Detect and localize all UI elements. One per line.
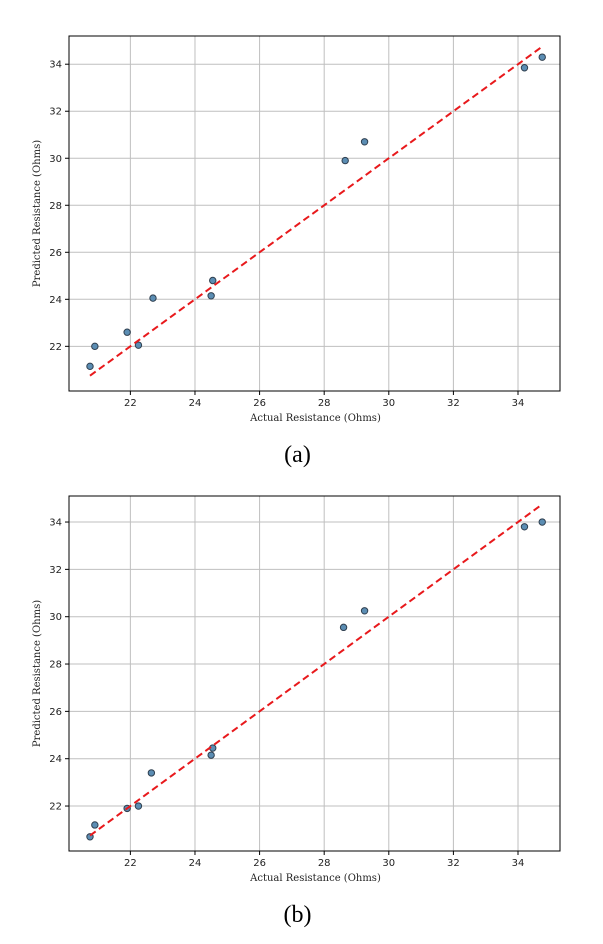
panel-caption: (a) [284,442,311,468]
reference-line [89,503,543,837]
chart-panel-a: 22 24 26 28 30 32 34 22 24 26 28 30 32 34 Actual Resis… [32,35,561,468]
y-tick-label: 24 [49,295,62,306]
y-tick-label: 34 [49,60,62,71]
x-axis-label: Actual Resistance (Ohms) [249,413,381,424]
x-axis-label: Actual Resistance (Ohms) [249,873,381,884]
y-tick-label: 22 [49,342,62,353]
data-point [134,341,143,349]
y-tick-label: 28 [49,660,62,671]
x-tick-label: 28 [318,858,331,869]
reference-line [89,45,543,377]
x-tick-label: 26 [253,858,266,869]
x-tick-label: 24 [189,858,202,869]
plot-frame [68,495,561,852]
x-tick-label: 28 [318,398,331,409]
data-point [209,276,217,285]
y-tick-label: 30 [49,612,62,623]
data-point [341,156,349,165]
data-point [123,328,131,336]
x-tick-label: 22 [124,398,137,409]
data-point [207,292,215,300]
y-tick-label: 32 [49,565,62,576]
y-axis-label: Predicted Resistance (Ohms) [32,600,43,747]
chart-panel-b: 22 24 26 28 30 32 34 22 24 26 28 30 32 34 Actual Resis… [32,495,561,928]
data-point [538,53,546,61]
data-point [91,342,99,351]
data-point [147,769,156,777]
panel-caption: (b) [284,902,312,928]
y-tick-label: 28 [49,201,62,212]
data-point [134,802,143,810]
data-point [520,523,529,531]
data-point [149,294,157,302]
x-tick-label: 24 [189,398,202,409]
y-tick-label: 26 [49,707,62,718]
y-tick-label: 32 [49,107,62,118]
data-point [339,623,348,632]
data-point [91,821,99,829]
x-tick-label: 22 [124,858,137,869]
y-tick-label: 34 [49,518,62,529]
x-tick-label: 26 [253,398,266,409]
y-tick-label: 26 [49,248,62,259]
y-tick-label: 24 [49,754,62,765]
data-point [538,518,546,526]
data-point [207,751,215,759]
x-tick-label: 30 [382,858,395,869]
y-axis-label: Predicted Resistance (Ohms) [32,140,43,287]
x-tick-label: 32 [447,858,460,869]
x-tick-label: 32 [447,398,460,409]
plot-frame [68,35,561,392]
data-point [86,362,94,371]
y-tick-label: 22 [49,802,62,813]
data-point [520,64,529,72]
x-tick-label: 34 [512,858,525,869]
x-tick-label: 34 [512,398,525,409]
data-point [360,607,369,615]
x-tick-label: 30 [382,398,395,409]
data-point [360,138,369,146]
y-tick-label: 30 [49,154,62,165]
